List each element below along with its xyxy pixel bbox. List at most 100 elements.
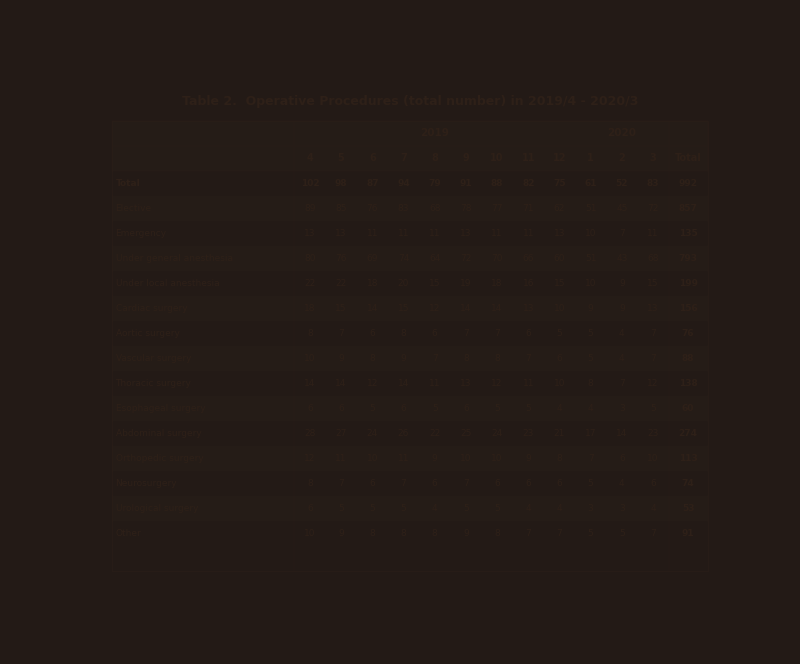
- Text: 10: 10: [304, 529, 316, 538]
- Text: 19: 19: [460, 279, 472, 288]
- Text: 11: 11: [398, 454, 410, 463]
- Text: 6: 6: [463, 404, 469, 412]
- Bar: [112, 321, 707, 345]
- Text: 5: 5: [557, 329, 562, 337]
- Text: Under general anesthesia: Under general anesthesia: [115, 254, 233, 262]
- Text: 13: 13: [335, 228, 347, 238]
- Text: 4: 4: [619, 329, 625, 337]
- Text: 10: 10: [490, 153, 504, 163]
- Text: 4: 4: [619, 353, 625, 363]
- Text: 22: 22: [304, 279, 315, 288]
- Text: 13: 13: [522, 303, 534, 313]
- Text: 15: 15: [398, 303, 410, 313]
- Bar: [112, 220, 707, 246]
- Text: Other: Other: [115, 529, 142, 538]
- Text: 68: 68: [429, 204, 441, 212]
- Text: 16: 16: [522, 279, 534, 288]
- Text: 5: 5: [370, 404, 375, 412]
- Text: Neurosurgery: Neurosurgery: [115, 479, 177, 487]
- Text: Abdominal surgery: Abdominal surgery: [115, 428, 202, 438]
- Text: 74: 74: [398, 254, 409, 262]
- Text: 6: 6: [494, 479, 500, 487]
- Text: 7: 7: [619, 228, 625, 238]
- Text: 5: 5: [526, 404, 531, 412]
- Text: 77: 77: [491, 204, 503, 212]
- Bar: [112, 446, 707, 471]
- Bar: [112, 171, 707, 196]
- Text: 10: 10: [554, 303, 565, 313]
- Text: 7: 7: [463, 479, 469, 487]
- Text: 6: 6: [650, 479, 656, 487]
- Text: 4: 4: [619, 479, 625, 487]
- Text: 4: 4: [526, 503, 531, 513]
- Text: 8: 8: [588, 378, 594, 388]
- Text: 53: 53: [682, 503, 694, 513]
- Text: 156: 156: [678, 303, 698, 313]
- Text: 51: 51: [585, 254, 596, 262]
- Text: Table 2.  Operative Procedures (total number) in 2019/4 - 2020/3: Table 2. Operative Procedures (total num…: [182, 95, 638, 108]
- Text: 23: 23: [647, 428, 658, 438]
- Text: 3: 3: [650, 153, 656, 163]
- Text: 6: 6: [619, 454, 625, 463]
- Text: 6: 6: [369, 153, 376, 163]
- Text: 12: 12: [366, 378, 378, 388]
- Text: 4: 4: [432, 503, 438, 513]
- Text: 11: 11: [647, 228, 658, 238]
- Text: 7: 7: [650, 529, 656, 538]
- Text: 14: 14: [491, 303, 502, 313]
- Text: 12: 12: [304, 454, 316, 463]
- Text: 10: 10: [554, 378, 565, 388]
- Text: 45: 45: [616, 204, 627, 212]
- Text: 8: 8: [370, 353, 375, 363]
- Text: 82: 82: [522, 179, 534, 187]
- Text: 7: 7: [338, 329, 344, 337]
- Text: 9: 9: [619, 279, 625, 288]
- Text: 138: 138: [678, 378, 698, 388]
- Text: 10: 10: [585, 279, 596, 288]
- Text: 10: 10: [491, 454, 503, 463]
- Text: 24: 24: [491, 428, 502, 438]
- Text: 87: 87: [366, 179, 378, 187]
- Text: Aortic surgery: Aortic surgery: [115, 329, 179, 337]
- Text: 7: 7: [338, 479, 344, 487]
- Bar: [112, 345, 707, 371]
- Text: 8: 8: [557, 454, 562, 463]
- Text: 10: 10: [460, 454, 472, 463]
- Text: 113: 113: [678, 454, 698, 463]
- Bar: [112, 420, 707, 446]
- Text: 75: 75: [553, 179, 566, 187]
- Text: 7: 7: [494, 329, 500, 337]
- Bar: [112, 246, 707, 270]
- Text: 7: 7: [463, 329, 469, 337]
- Text: 69: 69: [366, 254, 378, 262]
- Text: 6: 6: [526, 479, 531, 487]
- Text: 23: 23: [522, 428, 534, 438]
- Bar: [112, 121, 707, 145]
- Text: 7: 7: [650, 329, 656, 337]
- Text: 68: 68: [647, 254, 658, 262]
- Text: 992: 992: [678, 179, 698, 187]
- Text: 20: 20: [398, 279, 409, 288]
- Text: 12: 12: [553, 153, 566, 163]
- Text: 4: 4: [557, 404, 562, 412]
- Text: Elective: Elective: [115, 204, 152, 212]
- Text: 83: 83: [398, 204, 410, 212]
- Text: 15: 15: [647, 279, 658, 288]
- Text: 4: 4: [557, 503, 562, 513]
- Text: 79: 79: [428, 179, 441, 187]
- Text: 11: 11: [429, 228, 441, 238]
- Text: 5: 5: [588, 329, 594, 337]
- Text: 76: 76: [335, 254, 347, 262]
- Text: 2020: 2020: [607, 128, 636, 138]
- Text: 9: 9: [463, 529, 469, 538]
- Text: 66: 66: [522, 254, 534, 262]
- Text: 9: 9: [526, 454, 531, 463]
- Text: Total: Total: [115, 179, 140, 187]
- Text: 13: 13: [647, 303, 658, 313]
- Text: 8: 8: [432, 529, 438, 538]
- Text: 12: 12: [647, 378, 658, 388]
- Bar: [112, 270, 707, 295]
- Text: 18: 18: [491, 279, 503, 288]
- Text: 7: 7: [650, 353, 656, 363]
- Text: 9: 9: [338, 529, 344, 538]
